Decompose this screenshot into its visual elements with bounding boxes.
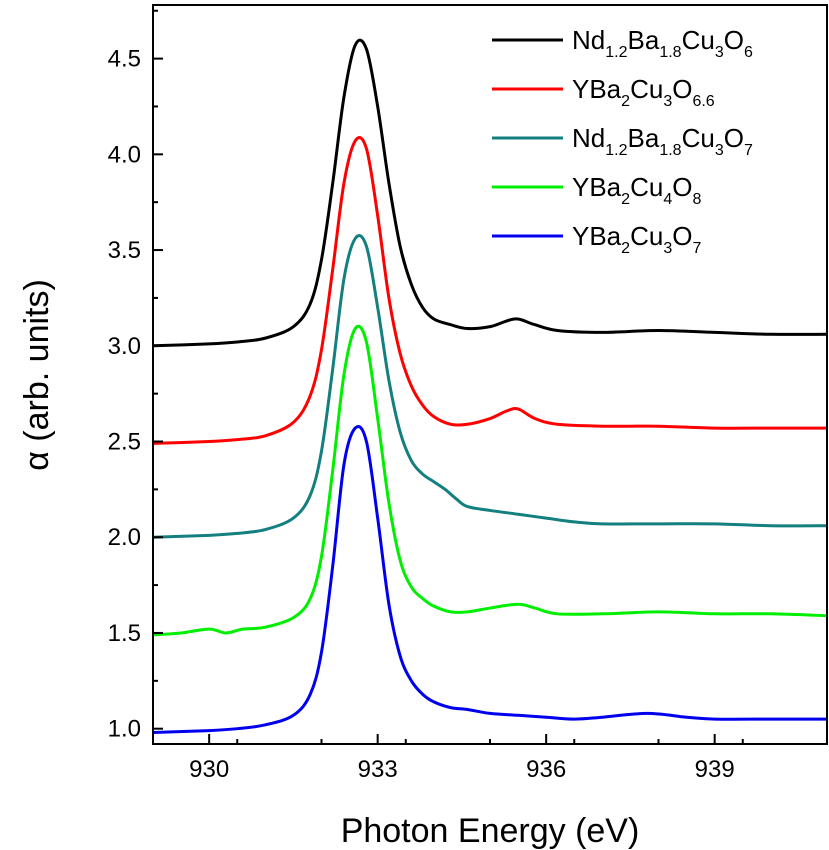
legend-label: YBa2Cu3O6.6 bbox=[572, 74, 715, 110]
legend-item: YBa2Cu3O6.6 bbox=[492, 74, 715, 110]
series-layer bbox=[153, 38, 827, 735]
legend-item: YBa2Cu4O8 bbox=[492, 172, 701, 208]
plot-frame bbox=[152, 4, 828, 745]
x-tick-label: 939 bbox=[695, 756, 735, 783]
x-tick-label: 933 bbox=[358, 756, 398, 783]
legend-label: YBa2Cu3O7 bbox=[572, 221, 701, 257]
y-tick-label: 2.5 bbox=[108, 429, 141, 456]
y-axis-label: α (arb. units) bbox=[18, 279, 56, 471]
legend-label: Nd1.2Ba1.8Cu3O6 bbox=[572, 25, 753, 61]
y-tick-label: 1.0 bbox=[108, 716, 141, 743]
series-line-4 bbox=[153, 324, 827, 637]
y-tick-label: 2.0 bbox=[108, 524, 141, 551]
series-line-3 bbox=[153, 234, 827, 539]
y-tick-label: 3.0 bbox=[108, 333, 141, 360]
legend-item: Nd1.2Ba1.8Cu3O7 bbox=[492, 123, 753, 159]
legend: Nd1.2Ba1.8Cu3O6 YBa2Cu3O6.6 Nd1.2Ba1.8Cu3O… bbox=[492, 25, 753, 257]
series-line-1 bbox=[153, 38, 827, 348]
legend-item: YBa2Cu3O7 bbox=[492, 221, 701, 257]
y-tick-label: 4.5 bbox=[108, 46, 141, 73]
y-tick-label: 3.5 bbox=[108, 237, 141, 264]
x-tick-label: 930 bbox=[189, 756, 229, 783]
series-line-5 bbox=[153, 424, 827, 735]
x-tick-label: 936 bbox=[526, 756, 566, 783]
legend-item: Nd1.2Ba1.8Cu3O6 bbox=[492, 25, 753, 61]
y-tick-label: 4.0 bbox=[108, 141, 141, 168]
series-line-2 bbox=[153, 136, 827, 445]
legend-label: Nd1.2Ba1.8Cu3O7 bbox=[572, 123, 753, 159]
x-axis-label: Photon Energy (eV) bbox=[341, 812, 640, 850]
ticks-layer: 930 933 936 939 1.0 1.5 2.0 2.5 3.0 3.5 4.0 4.5 bbox=[108, 9, 744, 783]
y-tick-label: 1.5 bbox=[108, 620, 141, 647]
legend-label: YBa2Cu4O8 bbox=[572, 172, 701, 208]
